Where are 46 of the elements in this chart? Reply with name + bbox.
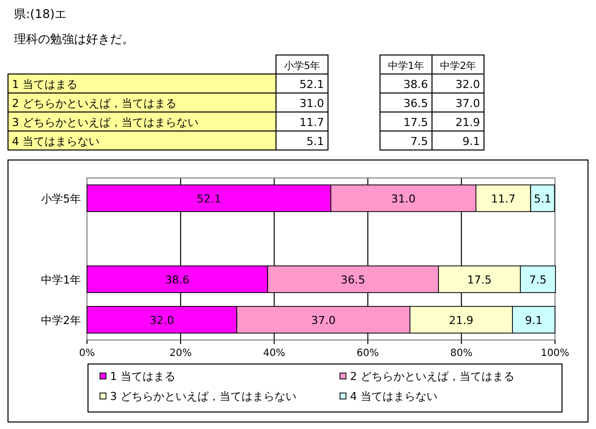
text: 4 当てはまらない xyxy=(12,135,100,148)
text: 31.0 xyxy=(300,97,324,110)
data-label: 17.5 xyxy=(467,273,492,286)
text: 52.1 xyxy=(300,78,324,91)
category-label: 中学2年 xyxy=(440,61,476,72)
text: 21.9 xyxy=(456,116,480,129)
x-tick-label: 60% xyxy=(356,348,379,359)
text: 5.1 xyxy=(306,135,324,148)
text: 11.7 xyxy=(300,116,324,129)
data-label: 31.0 xyxy=(391,192,416,206)
text: 32.0 xyxy=(456,78,480,91)
data-label: 32.0 xyxy=(150,314,174,327)
legend-label: 1 当てはまる xyxy=(110,370,176,383)
text: 3 どちらかといえば，当てはまらない xyxy=(12,116,198,129)
x-tick-label: 20% xyxy=(169,348,192,359)
data-label: 52.1 xyxy=(196,192,222,206)
y-tick-label: 中学2年 xyxy=(41,314,81,327)
text: 38.6 xyxy=(404,78,428,91)
legend-label: 2 どちらかといえば，当てはまる xyxy=(350,370,514,383)
category-label: 小学5年 xyxy=(284,61,320,72)
y-tick-label: 小学5年 xyxy=(41,192,81,206)
category-label: 中学1年 xyxy=(388,61,424,72)
x-tick-label: 40% xyxy=(263,348,286,359)
data-label: 9.1 xyxy=(524,314,542,327)
text: 2 どちらかといえば，当てはまる xyxy=(12,97,176,110)
x-tick-label: 80% xyxy=(450,348,473,359)
legend-label: 4 当てはまらない xyxy=(350,390,438,403)
text: 1 当てはまる xyxy=(12,78,78,91)
chart-subtitle: 理科の勉強は好きだ。 xyxy=(14,32,134,46)
data-label: 5.1 xyxy=(534,192,552,206)
y-tick-label: 中学1年 xyxy=(41,273,81,286)
text: 9.1 xyxy=(462,135,480,148)
data-label: 38.6 xyxy=(165,273,190,286)
data-label: 37.0 xyxy=(311,314,336,327)
text: 7.5 xyxy=(410,135,428,148)
x-tick-label: 100% xyxy=(540,348,570,359)
x-tick-label: 0% xyxy=(79,348,95,359)
data-label: 21.9 xyxy=(448,314,474,327)
chart-title: 県:(18)エ xyxy=(14,7,67,21)
data-label: 7.5 xyxy=(529,273,547,286)
legend-label: 3 どちらかといえば，当てはまらない xyxy=(110,390,296,403)
data-label: 11.7 xyxy=(491,192,516,206)
data-label: 36.5 xyxy=(340,273,366,286)
text: 36.5 xyxy=(404,97,428,110)
text: 37.0 xyxy=(456,97,480,110)
text: 17.5 xyxy=(404,116,428,129)
